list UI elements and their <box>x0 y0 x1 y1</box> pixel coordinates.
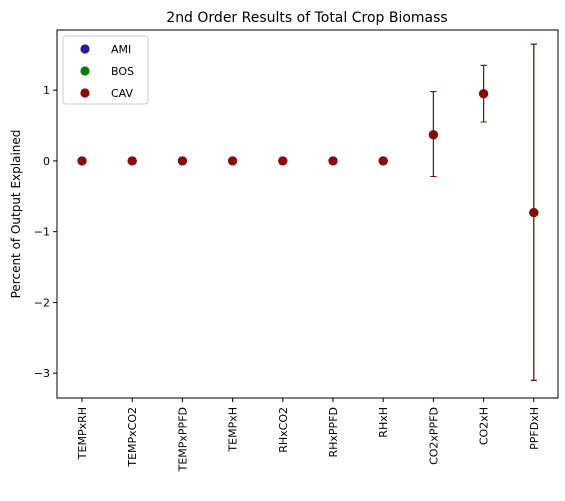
x-tick-label: TEMPxCO2 <box>126 407 139 468</box>
y-tick-label: −1 <box>34 226 50 239</box>
chart-title: 2nd Order Results of Total Crop Biomass <box>166 10 447 26</box>
data-point <box>378 156 388 166</box>
data-point <box>328 156 338 166</box>
legend-box <box>62 35 149 105</box>
y-axis-label: Percent of Output Explained <box>9 130 23 299</box>
legend-label: CAV <box>111 87 134 100</box>
x-tick-label: TEMPxH <box>227 407 240 453</box>
y-tick-label: 0 <box>43 155 50 168</box>
x-tick-label: PPFDxH <box>528 407 541 450</box>
data-point <box>428 130 438 140</box>
y-tick-label: −3 <box>34 367 50 380</box>
x-tick-label: RHxCO2 <box>277 407 290 453</box>
x-tick-label: RHxPPFD <box>327 407 340 458</box>
y-tick-label: −2 <box>34 296 50 309</box>
legend-marker <box>80 44 90 54</box>
legend-marker <box>80 88 90 98</box>
x-tick-label: TEMPxRH <box>76 407 89 460</box>
data-point <box>228 156 238 166</box>
data-point <box>177 156 187 166</box>
legend-marker <box>80 66 90 76</box>
plot-area: −3 −2 −1 0 1 TEMPxRH TEMPxCO2 TEMPxPPFD TEMPxH RH… <box>34 29 559 472</box>
data-point <box>278 156 288 166</box>
y-tick-label: 1 <box>43 84 50 97</box>
legend-label: AMI <box>111 43 131 56</box>
data-point <box>77 156 87 166</box>
data-point <box>479 89 489 99</box>
x-tick-label: CO2xPPFD <box>427 407 440 465</box>
plot-frame <box>56 29 559 399</box>
x-tick-label: RHxH <box>377 407 390 438</box>
data-point <box>529 207 539 218</box>
legend-label: BOS <box>111 65 134 78</box>
data-point <box>127 156 137 166</box>
x-tick-label: TEMPxPPFD <box>176 407 189 472</box>
x-tick-label: CO2xH <box>478 407 491 445</box>
